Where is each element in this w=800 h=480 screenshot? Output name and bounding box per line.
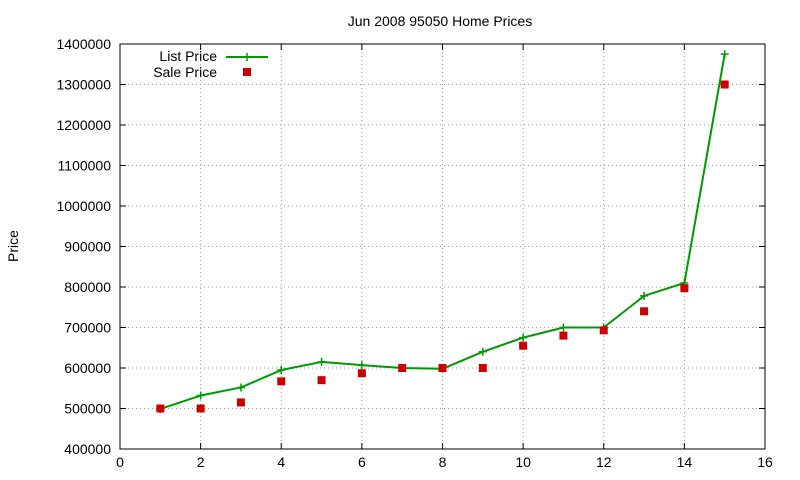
list-price-point <box>478 347 487 356</box>
list-price-line <box>159 53 726 410</box>
legend-marker-list-price <box>243 53 251 61</box>
x-axis: 0 2 4 6 8 10 12 14 16 <box>116 44 773 470</box>
y-tick-label: 1300000 <box>56 77 111 93</box>
sale-price-point <box>236 398 245 407</box>
list-price-point <box>317 357 326 366</box>
sale-price-point <box>277 377 286 386</box>
sale-price-point <box>317 376 326 385</box>
list-price-point <box>640 291 649 300</box>
x-tick-label: 8 <box>439 454 447 470</box>
list-price-point <box>720 50 729 59</box>
x-tick-label: 0 <box>116 454 124 470</box>
x-tick-label: 10 <box>515 454 531 470</box>
sale-price-point <box>156 404 165 413</box>
sale-price-point <box>478 364 487 372</box>
sale-price-point <box>438 364 447 372</box>
y-axis-label: Price <box>5 230 21 262</box>
plot-border <box>119 43 766 450</box>
x-tick-label: 4 <box>277 454 285 470</box>
series-layer <box>156 50 729 413</box>
legend-label-sale-price: Sale Price <box>153 64 217 80</box>
legend-label-list-price: List Price <box>159 48 217 64</box>
y-tick-label: 400000 <box>64 441 111 457</box>
list-price-point <box>519 333 528 342</box>
list-price-point <box>559 323 568 332</box>
x-tick-label: 14 <box>677 454 693 470</box>
sale-price-point <box>599 326 608 335</box>
y-tick-label: 1200000 <box>56 117 111 133</box>
legend: List Price Sale Price <box>153 48 268 80</box>
list-price-point <box>277 366 286 375</box>
sale-price-point <box>559 331 568 340</box>
list-price-point <box>196 391 205 400</box>
sale-price-point <box>357 369 366 378</box>
list-price-point <box>357 361 366 370</box>
y-tick-label: 1400000 <box>56 36 111 52</box>
grid <box>120 44 765 449</box>
y-tick-label: 1000000 <box>56 198 111 214</box>
legend-marker-sale-price <box>243 68 251 76</box>
y-tick-label: 1100000 <box>58 158 112 174</box>
x-tick-label: 2 <box>197 454 205 470</box>
y-tick-label: 500000 <box>64 401 111 417</box>
sale-price-point <box>680 284 689 293</box>
sale-price-point <box>720 80 729 89</box>
y-axis: 400000 500000 600000 700000 800000 900000 1000… <box>56 36 765 457</box>
x-tick-label: 16 <box>757 454 773 470</box>
x-tick-label: 12 <box>596 454 612 470</box>
sale-price-point <box>196 404 205 413</box>
x-tick-label: 6 <box>358 454 366 470</box>
y-tick-label: 900000 <box>64 239 111 255</box>
y-tick-label: 600000 <box>64 360 111 376</box>
y-tick-label: 800000 <box>64 279 111 295</box>
chart-title: Jun 2008 95050 Home Prices <box>348 13 532 29</box>
y-tick-label: 700000 <box>64 320 111 336</box>
sale-price-point <box>640 307 649 316</box>
sale-price-point <box>519 341 528 350</box>
list-price-point <box>236 383 245 392</box>
sale-price-point <box>398 364 407 372</box>
